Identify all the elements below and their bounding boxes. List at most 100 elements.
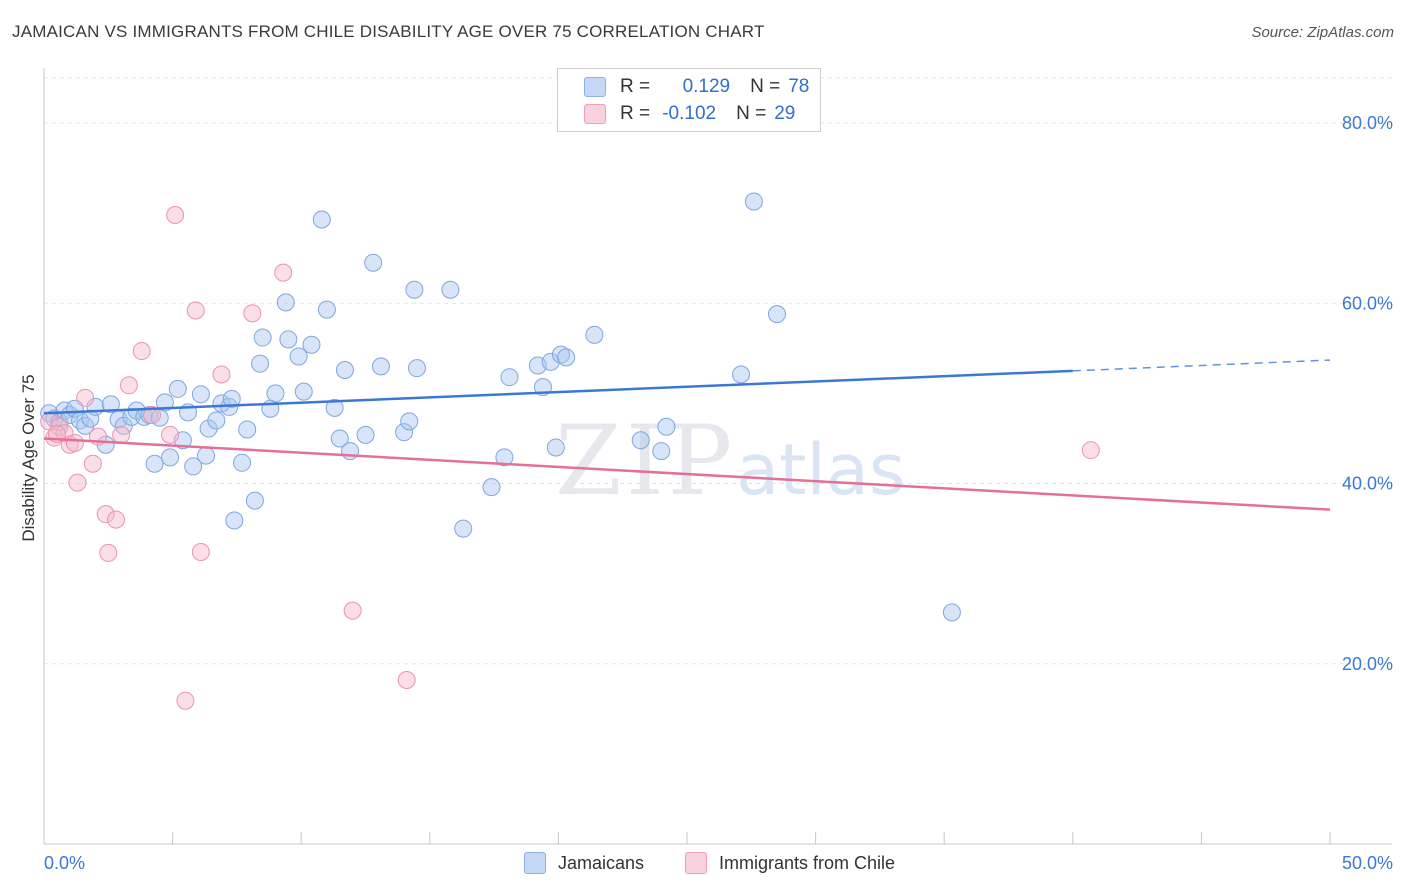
bottom-legend-swatch-chile bbox=[685, 852, 707, 874]
correlation-legend: R = 0.129 N = 78 R = -0.102 N = 29 bbox=[557, 68, 821, 132]
chile-point bbox=[99, 543, 118, 562]
jamaican-point bbox=[222, 389, 241, 408]
jamaican-trendline bbox=[43, 369, 1073, 415]
chile-point bbox=[143, 406, 162, 425]
chile-point bbox=[112, 425, 131, 444]
jamaican-point bbox=[495, 448, 514, 467]
chile-point bbox=[212, 365, 231, 384]
jamaican-point bbox=[184, 457, 203, 476]
jamaican-point bbox=[168, 379, 187, 398]
jamaican-point bbox=[405, 280, 424, 299]
jamaican-point bbox=[294, 382, 313, 401]
chile-point bbox=[176, 691, 195, 710]
chile-point bbox=[274, 263, 293, 282]
jamaican-point bbox=[233, 453, 252, 472]
jamaican-point bbox=[101, 395, 120, 414]
chile-point bbox=[132, 342, 151, 361]
jamaican-point bbox=[732, 365, 751, 384]
bottom-legend-label-chile: Immigrants from Chile bbox=[719, 852, 896, 873]
jamaican-point bbox=[317, 300, 336, 319]
jamaican-point bbox=[341, 442, 360, 461]
jamaican-point bbox=[251, 354, 270, 373]
chile-point bbox=[166, 205, 185, 224]
legend-row-chile: R = -0.102 N = 29 bbox=[584, 102, 795, 126]
chile-point bbox=[186, 301, 205, 320]
jamaican-point bbox=[312, 210, 331, 229]
jamaican-point bbox=[191, 385, 210, 404]
chile-point bbox=[397, 670, 416, 689]
jamaican-point bbox=[289, 347, 308, 366]
jamaican-point bbox=[371, 357, 390, 376]
chile-point bbox=[243, 304, 262, 323]
legend-swatch-chile bbox=[584, 104, 606, 124]
jamaican-point bbox=[652, 442, 671, 461]
y-axis-label: Disability Age Over 75 bbox=[19, 374, 38, 541]
bottom-legend-chile: Immigrants from Chile bbox=[685, 852, 895, 874]
x-tick-label-min: 0.0% bbox=[44, 853, 85, 873]
jamaican-point bbox=[245, 491, 264, 510]
jamaican-point bbox=[364, 253, 383, 272]
jamaican-point bbox=[197, 446, 216, 465]
legend-r-label: R = bbox=[620, 76, 651, 97]
chart-source: Source: ZipAtlas.com bbox=[1251, 24, 1394, 41]
bottom-legend-swatch-jamaicans bbox=[524, 852, 546, 874]
jamaican-point bbox=[551, 345, 570, 364]
jamaican-point bbox=[500, 368, 519, 387]
watermark-zip: ZIP bbox=[555, 405, 737, 517]
jamaican-point bbox=[454, 519, 473, 538]
chile-point bbox=[161, 425, 180, 444]
bottom-legend-label-jamaicans: Jamaicans bbox=[558, 852, 645, 873]
jamaican-point bbox=[161, 448, 180, 467]
bottom-legend-jamaicans: Jamaicans bbox=[524, 852, 644, 874]
jamaican-point bbox=[657, 417, 676, 436]
jamaican-point bbox=[302, 335, 321, 354]
jamaican-point bbox=[266, 384, 285, 403]
chile-point bbox=[83, 454, 102, 473]
jamaican-point bbox=[744, 192, 763, 211]
jamaican-point bbox=[276, 293, 295, 312]
legend-n-value: 29 bbox=[774, 103, 796, 124]
legend-n-value: 78 bbox=[788, 76, 810, 97]
jamaican-point bbox=[631, 431, 650, 450]
zipatlas-watermark: ZIPatlas bbox=[555, 405, 905, 517]
jamaican-point bbox=[155, 393, 174, 412]
jamaican-point bbox=[482, 478, 501, 497]
jamaican-point bbox=[395, 423, 414, 442]
legend-n-label: N = bbox=[750, 76, 781, 97]
chile-point bbox=[68, 473, 87, 492]
legend-n-label: N = bbox=[736, 103, 767, 124]
jamaican-point bbox=[238, 420, 257, 439]
jamaican-point bbox=[441, 280, 460, 299]
chart-title: JAMAICAN VS IMMIGRANTS FROM CHILE DISABI… bbox=[12, 22, 765, 41]
jamaican-point bbox=[585, 325, 604, 344]
chile-trendline bbox=[43, 437, 1331, 511]
legend-row-jamaicans: R = 0.129 N = 78 bbox=[584, 75, 809, 99]
chile-point bbox=[343, 601, 362, 620]
chile-point bbox=[96, 505, 115, 524]
y-tick-label: 40.0% bbox=[1342, 474, 1393, 494]
jamaican-point bbox=[145, 454, 164, 473]
jamaican-point bbox=[330, 429, 349, 448]
watermark-atlas: atlas bbox=[736, 429, 906, 511]
x-tick-label-max: 50.0% bbox=[1342, 853, 1393, 873]
chile-point bbox=[107, 510, 126, 529]
chile-point bbox=[1081, 441, 1100, 460]
jamaican-point bbox=[546, 438, 565, 457]
jamaican-trendline-extension bbox=[1072, 359, 1331, 372]
jamaican-point bbox=[279, 330, 298, 349]
legend-r-value: 0.129 bbox=[682, 76, 731, 97]
jamaican-point bbox=[225, 511, 244, 530]
jamaican-point bbox=[400, 412, 419, 431]
chile-point bbox=[65, 433, 84, 452]
jamaican-point bbox=[942, 603, 961, 622]
legend-swatch-jamaicans bbox=[584, 77, 606, 97]
y-tick-label: 80.0% bbox=[1342, 113, 1393, 133]
jamaican-point bbox=[407, 359, 426, 378]
chile-point bbox=[76, 388, 95, 407]
y-tick-label: 60.0% bbox=[1342, 293, 1393, 313]
jamaican-point bbox=[768, 305, 787, 324]
jamaican-point bbox=[335, 360, 354, 379]
jamaican-point bbox=[253, 328, 272, 347]
legend-r-value: -0.102 bbox=[662, 103, 717, 124]
